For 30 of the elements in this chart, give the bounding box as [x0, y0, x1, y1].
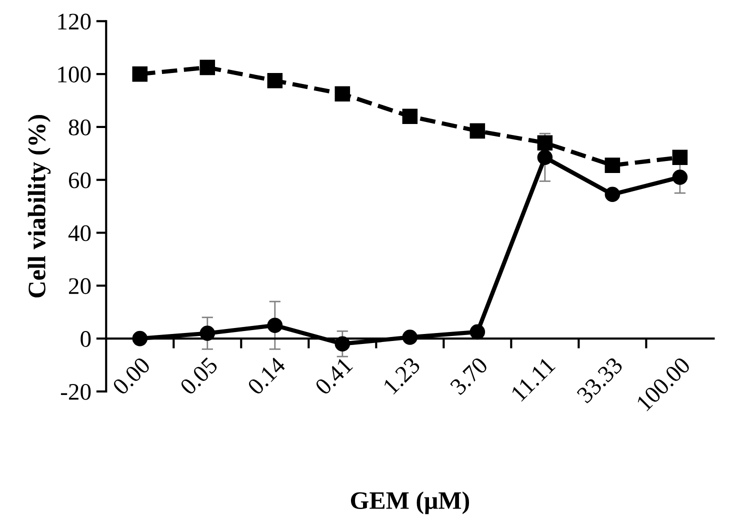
point: [672, 170, 688, 185]
y-tick-label: 80: [68, 119, 91, 136]
point: [672, 150, 688, 166]
point: [604, 186, 620, 202]
x-tick-label: 0.14: [246, 356, 286, 396]
x-tick-label: 0.00: [112, 356, 152, 396]
x-tick-label: 0.05: [179, 356, 219, 396]
x-tick-label: 3.70: [449, 356, 489, 396]
point: [334, 86, 350, 102]
y-tick-label: 120: [58, 14, 91, 30]
point: [537, 150, 553, 166]
point: [267, 318, 283, 333]
y-tick-label: 100: [58, 66, 91, 82]
x-tick-label: 0.41: [314, 356, 354, 396]
point: [604, 158, 620, 173]
x-axis-title: GEM (μM): [350, 491, 470, 514]
point: [402, 108, 418, 124]
point: [537, 135, 553, 150]
y-tick-label: -20: [60, 384, 91, 400]
point: [470, 123, 486, 139]
y-axis-title: Cell viability (%): [28, 115, 51, 298]
point: [267, 73, 283, 88]
point: [132, 66, 148, 82]
x-tick-label: 1.23: [382, 356, 422, 395]
point: [200, 60, 216, 76]
y-tick-label: 0: [80, 331, 91, 347]
y-tick-label: 60: [68, 172, 91, 188]
y-tick-label: 40: [68, 225, 91, 242]
y-tick-label: 20: [68, 278, 91, 294]
point: [470, 324, 486, 340]
